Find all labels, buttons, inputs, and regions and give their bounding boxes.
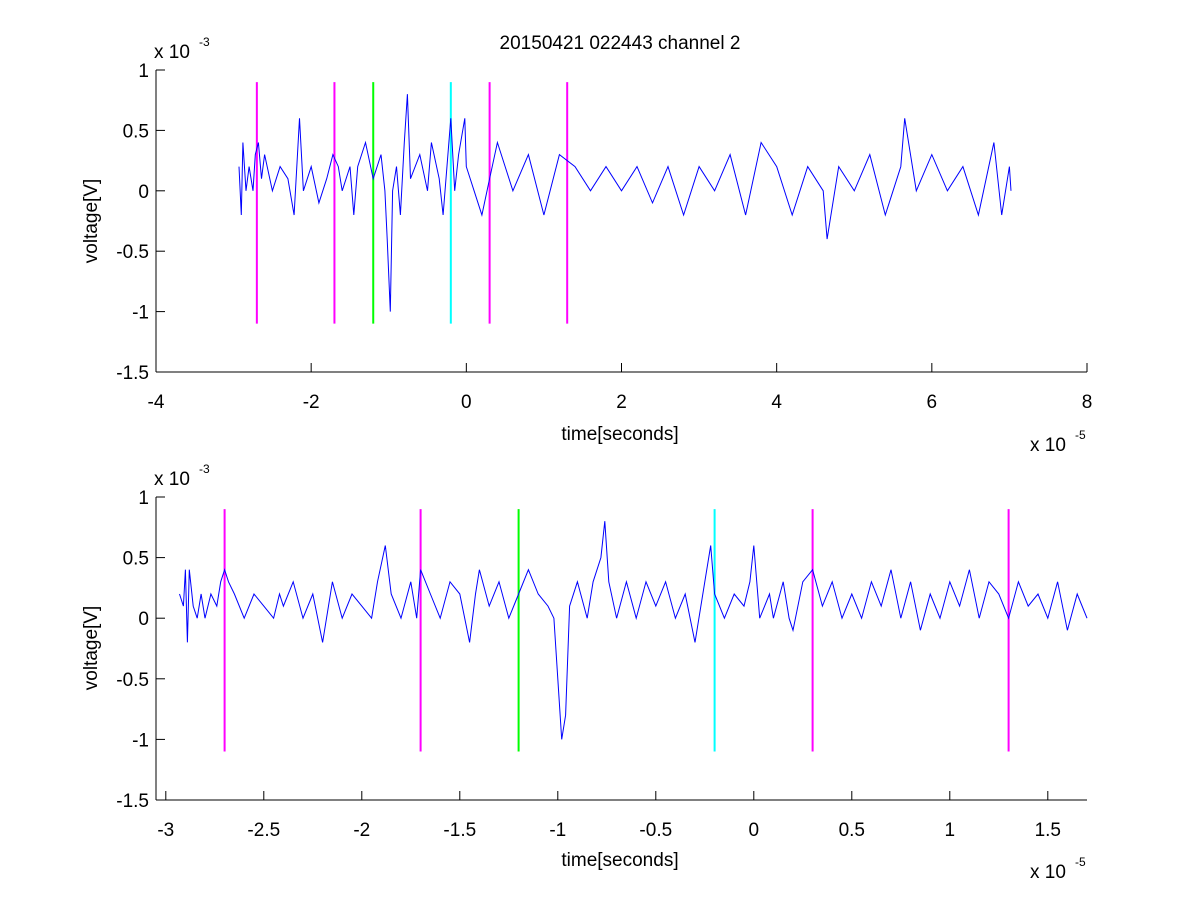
- y-tick-label: -1: [132, 303, 149, 324]
- x-exponent-label: x 10: [1030, 862, 1066, 883]
- y-tick-label: 1: [138, 61, 149, 82]
- y-axis-label: voltage[V]: [81, 606, 102, 691]
- axes-bottom: x 10 -3 x 10 -5 time[seconds] voltage[V]…: [81, 462, 1088, 883]
- x-tick-label: -0.5: [639, 820, 672, 841]
- y-tick-label: -1.5: [116, 791, 149, 812]
- y-tick-label: -0.5: [116, 242, 149, 263]
- y-exponent-value: -3: [199, 462, 210, 476]
- x-tick-label: -2: [353, 820, 370, 841]
- y-tick-label: -1.5: [116, 363, 149, 384]
- y-exponent-label: x 10: [154, 469, 190, 490]
- x-tick-label: 6: [927, 392, 938, 413]
- axes-top: x 10 -3 x 10 -5 time[seconds] voltage[V]…: [81, 35, 1092, 456]
- y-exponent-value: -3: [199, 35, 210, 49]
- x-tick-label: -1.5: [443, 820, 476, 841]
- x-tick-label: -2.5: [247, 820, 280, 841]
- x-axis-label: time[seconds]: [561, 850, 678, 871]
- x-tick-label: 1: [945, 820, 956, 841]
- x-tick-label: -3: [157, 820, 174, 841]
- voltage-trace-line: [238, 94, 1012, 312]
- y-tick-label: 0.5: [123, 121, 149, 142]
- x-tick-label: 4: [771, 392, 782, 413]
- y-exponent-label: x 10: [154, 42, 190, 63]
- x-tick-label: -4: [148, 392, 165, 413]
- y-tick-label: 1: [138, 488, 149, 509]
- x-exponent-label: x 10: [1030, 435, 1066, 456]
- x-axis-label: time[seconds]: [561, 424, 678, 445]
- y-tick-label: 0: [138, 609, 149, 630]
- y-tick-label: -1: [132, 730, 149, 751]
- y-tick-label: 0.5: [123, 549, 149, 570]
- y-tick-label: -0.5: [116, 670, 149, 691]
- x-tick-label: 0: [461, 392, 472, 413]
- x-exponent-value: -5: [1075, 428, 1086, 442]
- x-tick-label: 0: [749, 820, 760, 841]
- figure-title: 20150421 022443 channel 2: [500, 33, 741, 54]
- x-tick-label: 0.5: [839, 820, 865, 841]
- voltage-trace-line: [179, 521, 1088, 740]
- x-tick-label: -2: [303, 392, 320, 413]
- y-tick-label: 0: [138, 182, 149, 203]
- x-exponent-value: -5: [1075, 855, 1086, 869]
- x-tick-label: 8: [1082, 392, 1093, 413]
- x-tick-label: 1.5: [1035, 820, 1061, 841]
- x-tick-label: -1: [549, 820, 566, 841]
- x-tick-label: 2: [616, 392, 627, 413]
- y-axis-label: voltage[V]: [81, 179, 102, 264]
